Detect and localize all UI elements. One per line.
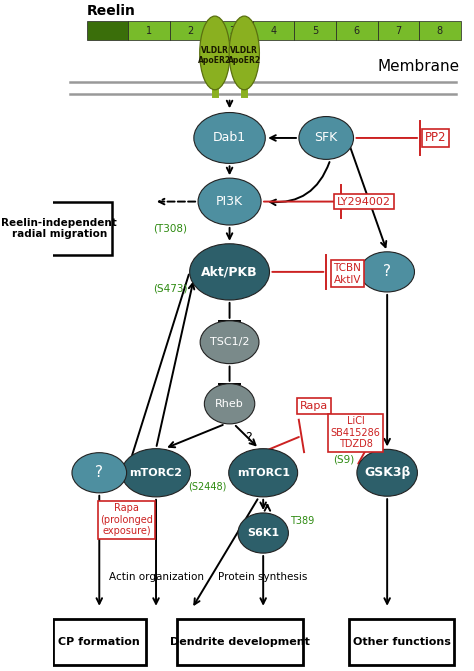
Text: Other functions: Other functions xyxy=(353,637,451,648)
FancyBboxPatch shape xyxy=(177,619,303,665)
Ellipse shape xyxy=(238,513,288,553)
Text: Actin organization: Actin organization xyxy=(109,572,203,582)
FancyBboxPatch shape xyxy=(336,21,378,40)
Text: 7: 7 xyxy=(395,25,401,36)
Text: GSK3β: GSK3β xyxy=(364,466,410,479)
Text: LiCl
SB415286
TDZD8: LiCl SB415286 TDZD8 xyxy=(331,416,381,449)
Text: VLDLR
ApoER2: VLDLR ApoER2 xyxy=(228,46,261,65)
Text: Dab1: Dab1 xyxy=(213,132,246,144)
Text: mTORC1: mTORC1 xyxy=(237,468,290,478)
Ellipse shape xyxy=(190,244,270,300)
Text: PI3K: PI3K xyxy=(216,195,243,208)
Text: LY294002: LY294002 xyxy=(337,197,391,207)
Text: Reelin-independent
radial migration: Reelin-independent radial migration xyxy=(1,217,117,239)
Text: (S473): (S473) xyxy=(153,284,188,294)
Ellipse shape xyxy=(357,450,418,497)
Ellipse shape xyxy=(200,321,259,364)
FancyBboxPatch shape xyxy=(378,21,419,40)
Ellipse shape xyxy=(194,113,265,164)
FancyBboxPatch shape xyxy=(87,21,128,40)
FancyBboxPatch shape xyxy=(294,21,336,40)
Text: Protein synthesis: Protein synthesis xyxy=(219,572,308,582)
Text: Reelin: Reelin xyxy=(87,4,136,17)
Text: Akt/PKB: Akt/PKB xyxy=(201,266,258,278)
Ellipse shape xyxy=(72,453,127,493)
Text: Rheb: Rheb xyxy=(215,399,244,409)
FancyBboxPatch shape xyxy=(170,21,211,40)
Text: S6K1: S6K1 xyxy=(247,528,279,538)
FancyBboxPatch shape xyxy=(253,21,294,40)
Text: CP formation: CP formation xyxy=(58,637,140,648)
Text: 3: 3 xyxy=(229,25,235,36)
Text: (T308): (T308) xyxy=(154,223,188,234)
Text: 1: 1 xyxy=(146,25,152,36)
Text: T389: T389 xyxy=(291,516,315,526)
Ellipse shape xyxy=(360,252,414,292)
FancyBboxPatch shape xyxy=(53,619,146,665)
Text: 6: 6 xyxy=(354,25,360,36)
Text: ?: ? xyxy=(383,264,391,279)
Text: TCBN
AktIV: TCBN AktIV xyxy=(333,263,361,285)
Text: SFK: SFK xyxy=(315,132,338,144)
Text: (S9): (S9) xyxy=(334,454,355,464)
Text: 8: 8 xyxy=(437,25,443,36)
Ellipse shape xyxy=(204,384,255,424)
FancyBboxPatch shape xyxy=(7,201,112,255)
Ellipse shape xyxy=(200,16,230,90)
Text: PP2: PP2 xyxy=(425,132,446,144)
Ellipse shape xyxy=(198,178,261,225)
FancyBboxPatch shape xyxy=(211,21,253,40)
Text: 5: 5 xyxy=(312,25,319,36)
Ellipse shape xyxy=(229,16,259,90)
Text: 2: 2 xyxy=(187,25,194,36)
Text: TSC1/2: TSC1/2 xyxy=(210,338,249,347)
Text: Membrane: Membrane xyxy=(378,59,460,74)
FancyBboxPatch shape xyxy=(128,21,170,40)
Text: ?: ? xyxy=(245,431,252,444)
Text: 4: 4 xyxy=(271,25,277,36)
Text: Dendrite development: Dendrite development xyxy=(170,637,310,648)
Text: Rapa: Rapa xyxy=(300,401,328,411)
Text: ?: ? xyxy=(95,465,103,480)
FancyBboxPatch shape xyxy=(349,619,455,665)
Ellipse shape xyxy=(299,117,354,160)
Ellipse shape xyxy=(229,449,298,497)
Ellipse shape xyxy=(121,449,191,497)
Text: (S2448): (S2448) xyxy=(188,481,227,491)
Text: mTORC2: mTORC2 xyxy=(129,468,182,478)
FancyBboxPatch shape xyxy=(419,21,461,40)
Text: Rapa
(prolonged
exposure): Rapa (prolonged exposure) xyxy=(100,503,153,536)
Text: VLDLR
ApoER2: VLDLR ApoER2 xyxy=(198,46,231,65)
